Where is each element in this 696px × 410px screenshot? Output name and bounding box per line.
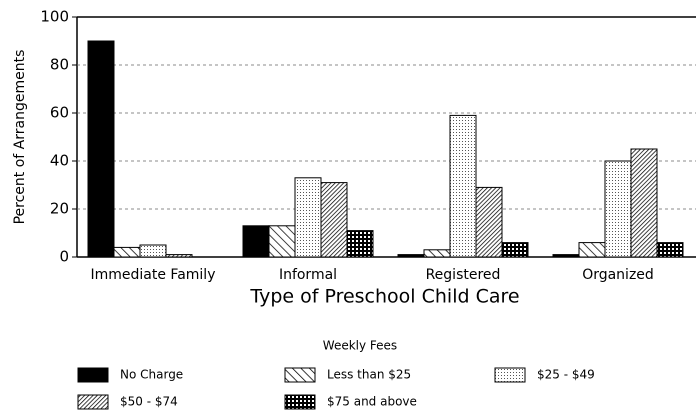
bar: [552, 254, 580, 258]
legend-swatch: [494, 367, 526, 383]
bar: [423, 249, 451, 258]
x-tick-label: Organized: [582, 267, 654, 283]
bar: [139, 244, 167, 258]
legend-label: $50 - $74: [120, 395, 178, 409]
x-tick-label: Registered: [426, 267, 501, 283]
bar: [604, 160, 632, 258]
y-axis-label: Percent of Arrangements: [12, 50, 28, 225]
y-tick-label: 100: [40, 8, 69, 26]
bar: [294, 177, 322, 258]
legend-swatch: [284, 394, 316, 410]
legend-swatch: [77, 367, 109, 383]
legend-label: Less than $25: [327, 368, 411, 382]
legend-swatch: [284, 367, 316, 383]
legend-swatch: [77, 394, 109, 410]
bar: [242, 225, 270, 258]
bar: [397, 254, 425, 258]
y-tick-label: 80: [50, 56, 69, 74]
bar: [320, 182, 348, 258]
bar: [475, 186, 503, 258]
legend-label: $25 - $49: [537, 368, 595, 382]
x-tick-label: Informal: [279, 267, 337, 283]
x-axis-label: Type of Preschool Child Care: [249, 286, 519, 308]
bar: [113, 246, 141, 258]
bar: [165, 254, 193, 258]
y-tick-label: 40: [50, 152, 69, 170]
bar: [346, 230, 374, 258]
bar: [578, 242, 606, 258]
x-tick-label: Immediate Family: [91, 267, 216, 283]
y-tick-label: 20: [50, 200, 69, 218]
bar: [501, 242, 529, 258]
legend-label: No Charge: [120, 368, 183, 382]
bar: [87, 40, 115, 258]
legend-title: Weekly Fees: [323, 339, 397, 353]
y-tick-label: 0: [59, 248, 69, 266]
bar: [268, 225, 296, 258]
bar: [630, 148, 658, 258]
bar: [449, 114, 477, 258]
legend-label: $75 and above: [327, 395, 417, 409]
bar: [656, 242, 684, 258]
y-tick-label: 60: [50, 104, 69, 122]
